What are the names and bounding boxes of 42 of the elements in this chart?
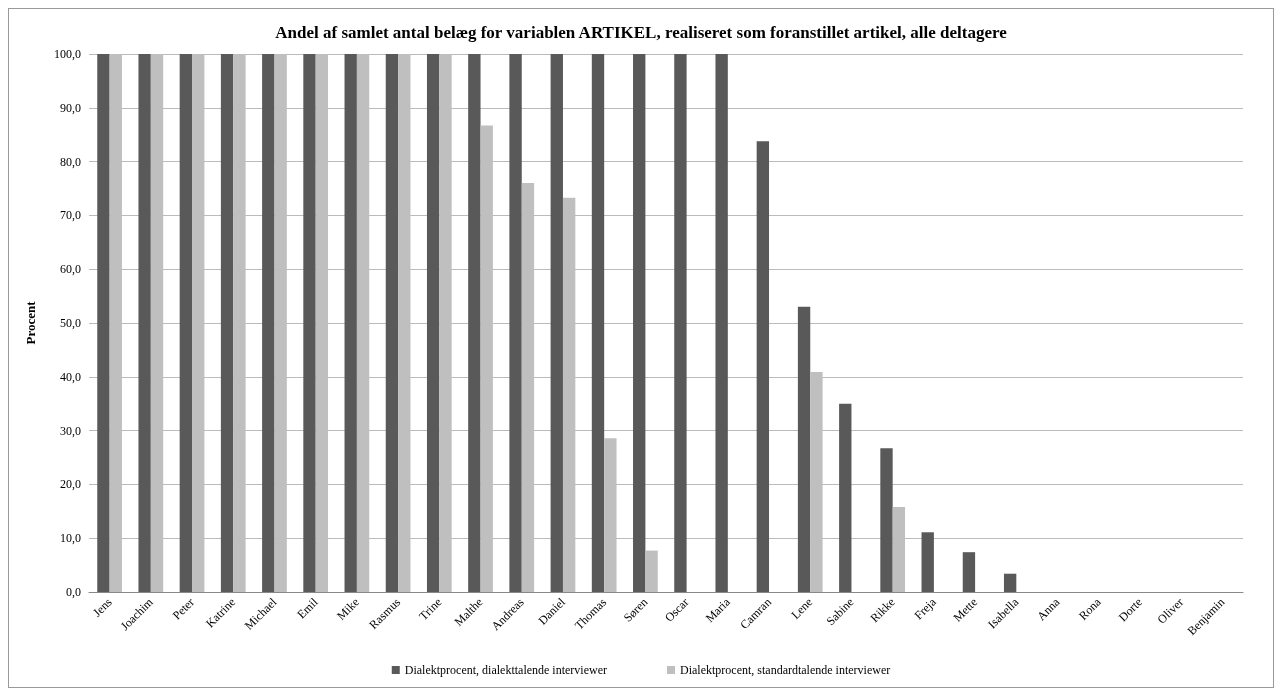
y-axis-title: Procent: [23, 300, 38, 345]
bar: [303, 54, 316, 592]
bar: [179, 54, 193, 592]
bar: [262, 54, 275, 592]
y-tick-label: 90,0: [60, 100, 81, 115]
bar: [550, 54, 563, 592]
y-tick-label: 10,0: [60, 531, 81, 546]
y-tick-label: 30,0: [60, 423, 81, 438]
y-tick-label: 20,0: [60, 477, 81, 492]
y-tick-label: 70,0: [60, 208, 81, 223]
bar: [797, 306, 811, 592]
y-tick-label: 80,0: [60, 154, 81, 169]
bar: [220, 54, 234, 592]
bar: [962, 552, 976, 592]
bar: [645, 550, 658, 592]
y-tick-label: 0,0: [66, 585, 81, 599]
y-tick-label: 100,0: [54, 47, 81, 61]
x-tick-label: Trine: [416, 595, 445, 623]
bar: [468, 54, 481, 592]
x-tick-label: Jens: [90, 594, 115, 620]
bar: [426, 54, 440, 592]
y-tick-label: 60,0: [60, 262, 81, 277]
y-tick-label: 40,0: [60, 369, 81, 384]
bar: [756, 141, 770, 592]
bar: [344, 54, 357, 592]
bar: [509, 54, 522, 592]
bar: [880, 448, 893, 592]
bar: [97, 54, 110, 592]
bar: [591, 54, 605, 592]
bar: [633, 54, 646, 592]
bar: [138, 54, 151, 592]
bar: [674, 54, 687, 592]
bar: [921, 532, 934, 592]
chart-title: Andel af samlet antal belæg for variablen ARTIKEL, realiseret som foranstillet artikel, alle deltagere: [275, 23, 1008, 42]
bar: [715, 54, 728, 592]
bar: [839, 403, 852, 592]
bar: [385, 54, 399, 592]
y-tick-label: 50,0: [60, 316, 81, 330]
legend-label: Dialektprocent, standardtalende interviewer: [680, 663, 891, 677]
bar: [1003, 573, 1017, 592]
legend-label: Dialektprocent, dialekttalende interviewer: [404, 663, 608, 677]
x-tick-label: Freja: [911, 594, 940, 623]
